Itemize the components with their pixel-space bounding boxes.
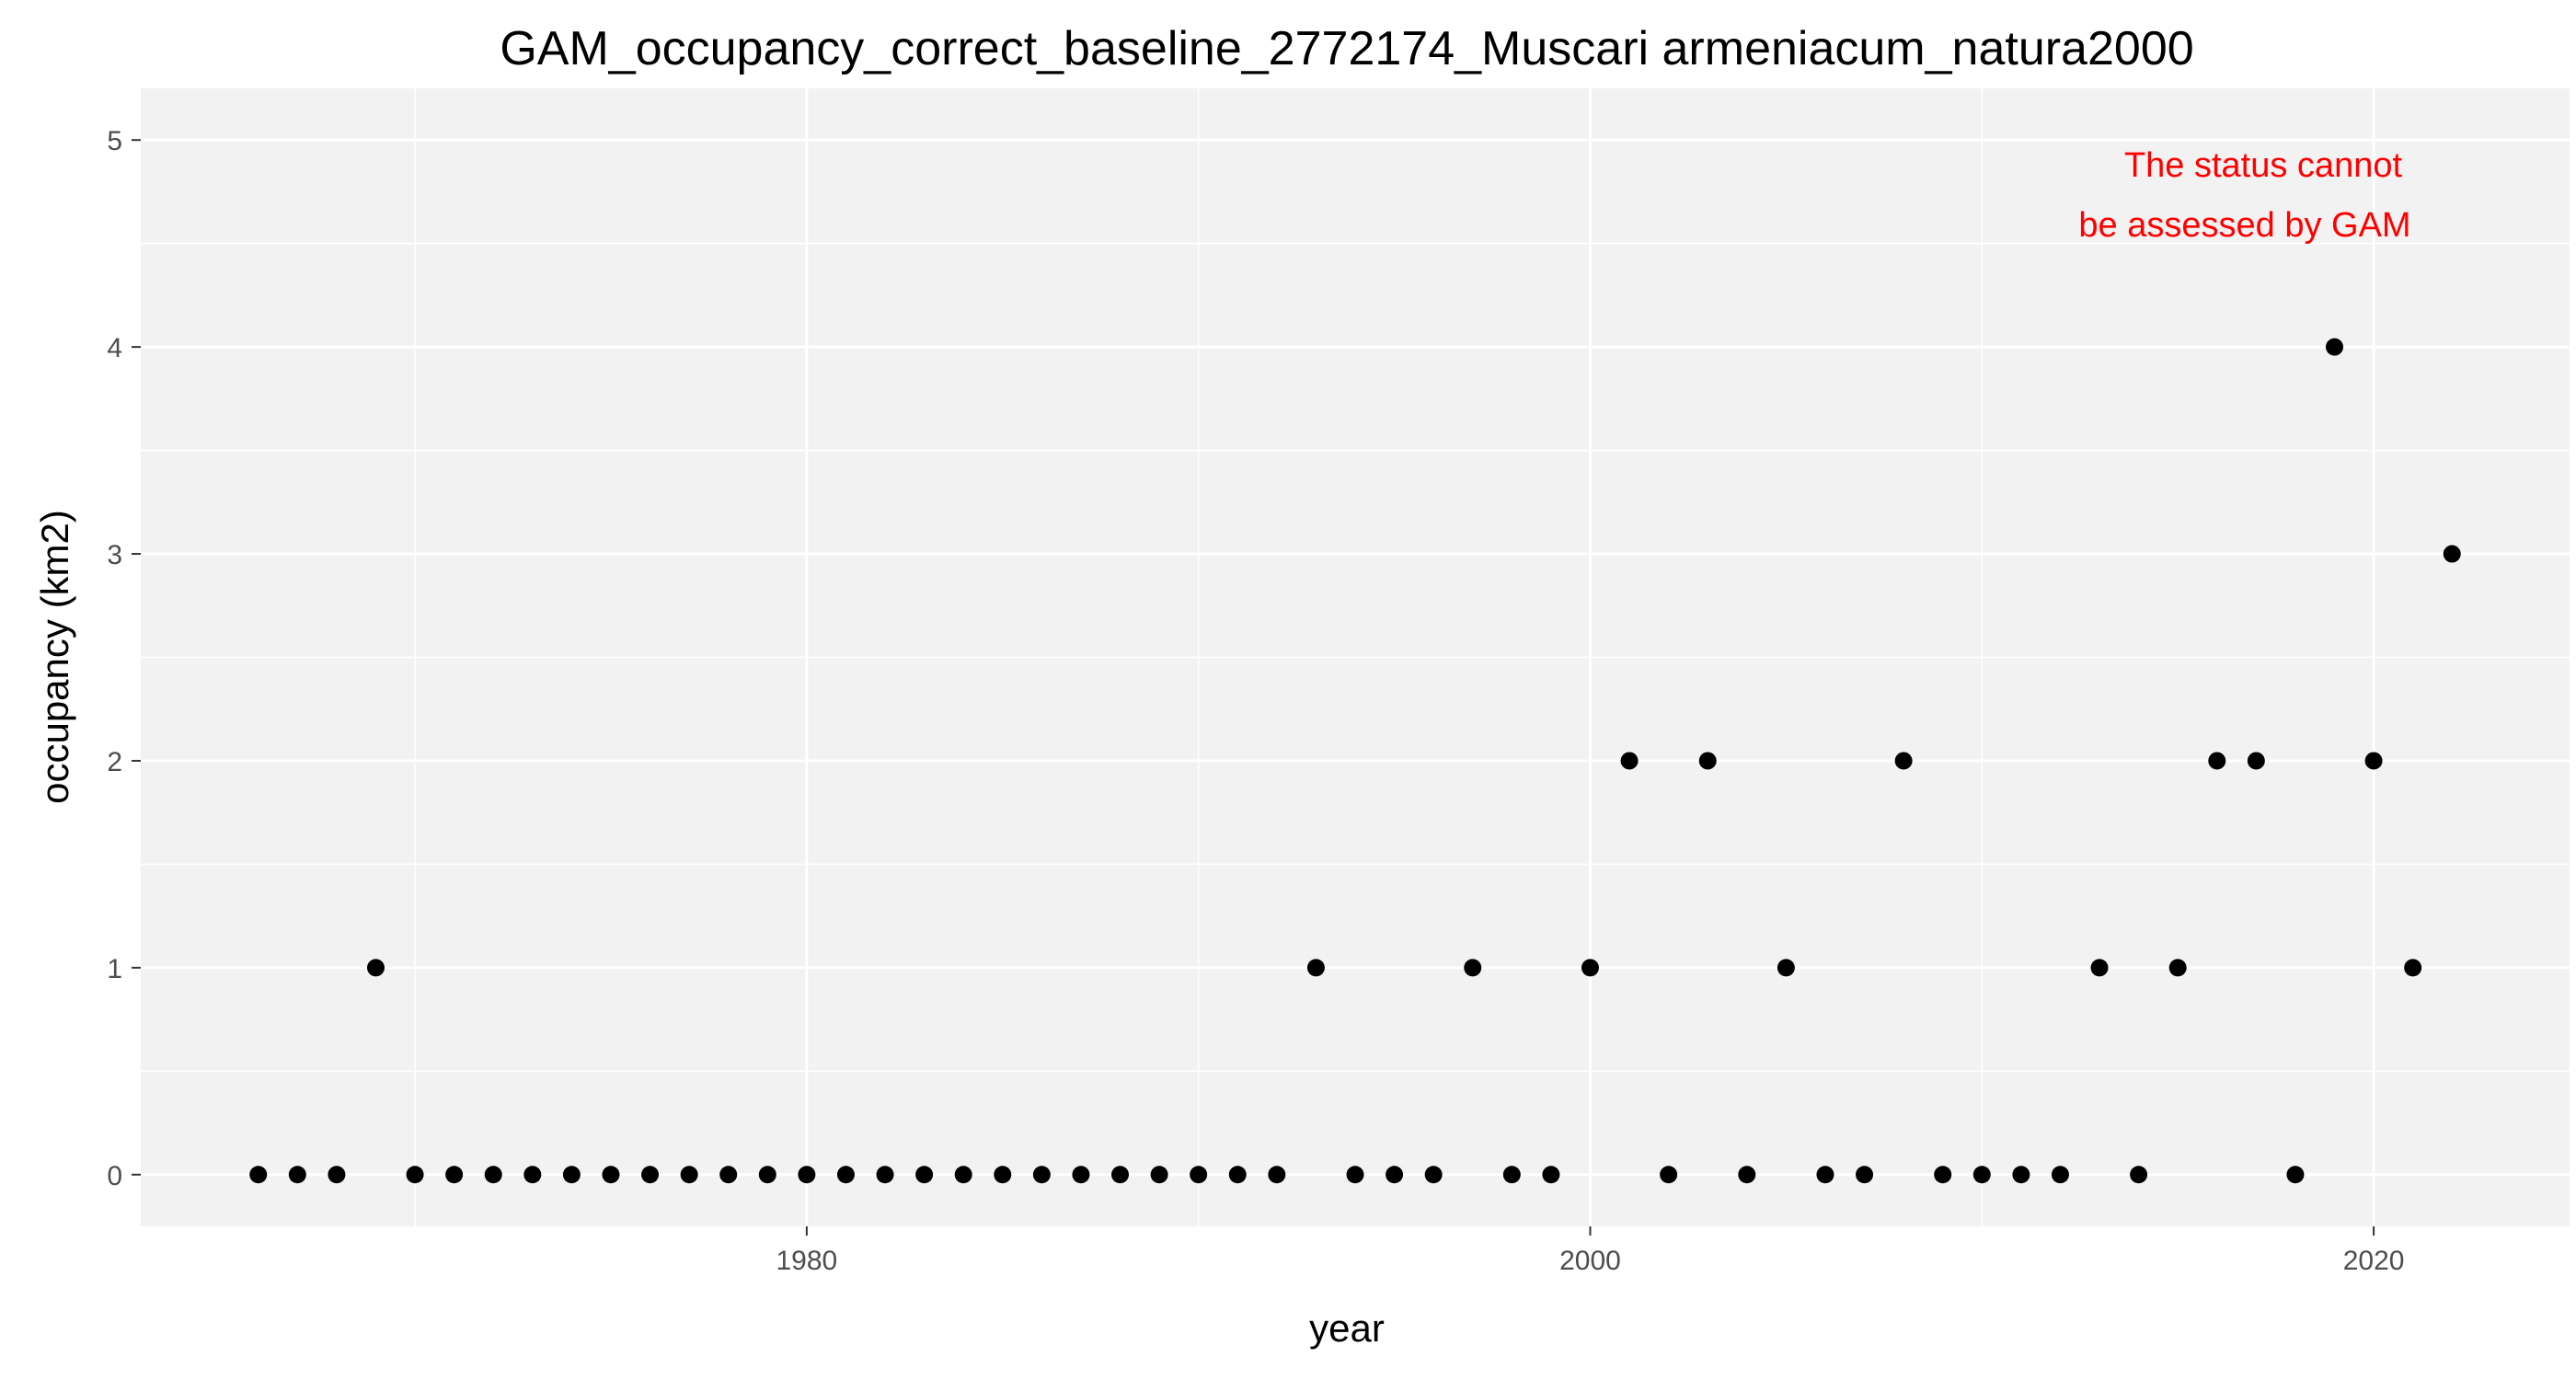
data-point xyxy=(1111,1166,1130,1184)
data-point xyxy=(1464,959,1482,977)
data-point xyxy=(1816,1166,1834,1184)
y-tick-label: 3 xyxy=(107,540,122,570)
x-tick-label: 1980 xyxy=(776,1246,837,1276)
y-axis: 0 1 2 3 4 5 xyxy=(107,126,141,1191)
status-annotation: The status cannot be assessed by GAM xyxy=(2078,146,2410,245)
annotation-line-1: The status cannot xyxy=(2124,146,2403,185)
data-point xyxy=(1228,1166,1247,1184)
data-point xyxy=(1660,1166,1678,1184)
data-point xyxy=(2168,959,2187,977)
data-point xyxy=(1424,1166,1443,1184)
data-point xyxy=(523,1166,542,1184)
x-axis-title: year xyxy=(1309,1306,1385,1350)
data-point xyxy=(680,1166,698,1184)
data-point xyxy=(876,1166,894,1184)
data-point xyxy=(954,1166,972,1184)
data-point xyxy=(798,1166,816,1184)
data-point xyxy=(915,1166,934,1184)
data-point xyxy=(994,1166,1012,1184)
data-point xyxy=(836,1166,855,1184)
y-tick-label: 4 xyxy=(107,333,122,363)
data-point xyxy=(758,1166,776,1184)
data-point xyxy=(2247,752,2265,770)
data-point xyxy=(1542,1166,1560,1184)
x-axis: 1980 2000 2020 xyxy=(776,1226,2404,1276)
data-point xyxy=(2286,1166,2305,1184)
x-tick-label: 2020 xyxy=(2343,1246,2405,1276)
data-point xyxy=(1934,1166,1952,1184)
data-point xyxy=(2404,959,2422,977)
data-point xyxy=(1502,1166,1521,1184)
major-gridlines xyxy=(141,88,2570,1226)
data-point xyxy=(1306,959,1325,977)
data-point xyxy=(641,1166,660,1184)
y-tick-label: 2 xyxy=(107,747,122,777)
data-point xyxy=(1856,1166,1874,1184)
annotation-line-2: be assessed by GAM xyxy=(2078,206,2410,245)
data-point xyxy=(1346,1166,1364,1184)
y-tick-label: 0 xyxy=(107,1161,122,1191)
data-point xyxy=(288,1166,306,1184)
data-point xyxy=(366,959,385,977)
data-point xyxy=(1072,1166,1090,1184)
data-point xyxy=(1698,752,1717,770)
data-point xyxy=(719,1166,738,1184)
data-point xyxy=(1150,1166,1168,1184)
data-point xyxy=(2326,338,2344,356)
data-point xyxy=(1581,959,1599,977)
data-point xyxy=(2130,1166,2148,1184)
minor-gridlines xyxy=(141,88,2570,1226)
data-point xyxy=(602,1166,620,1184)
y-tick-label: 5 xyxy=(107,126,122,156)
data-point xyxy=(2208,752,2226,770)
data-point xyxy=(1268,1166,1286,1184)
data-point xyxy=(406,1166,424,1184)
data-point xyxy=(1894,752,1913,770)
data-point xyxy=(562,1166,581,1184)
data-point xyxy=(484,1166,502,1184)
data-point xyxy=(1620,752,1639,770)
x-tick-label: 2000 xyxy=(1559,1246,1621,1276)
data-point xyxy=(1386,1166,1404,1184)
y-tick-label: 1 xyxy=(107,954,122,984)
data-points xyxy=(249,338,2461,1184)
chart-title: GAM_occupancy_correct_baseline_2772174_M… xyxy=(500,22,2193,75)
data-point xyxy=(2364,752,2383,770)
data-point xyxy=(1738,1166,1756,1184)
data-point xyxy=(1032,1166,1051,1184)
data-point xyxy=(2012,1166,2030,1184)
data-point xyxy=(249,1166,268,1184)
data-point xyxy=(2090,959,2109,977)
data-point xyxy=(328,1166,346,1184)
data-point xyxy=(445,1166,464,1184)
data-point xyxy=(1190,1166,1208,1184)
data-point xyxy=(2051,1166,2069,1184)
y-axis-title: occupancy (km2) xyxy=(33,510,76,804)
data-point xyxy=(1777,959,1795,977)
data-point xyxy=(2443,545,2461,563)
data-point xyxy=(1972,1166,1991,1184)
